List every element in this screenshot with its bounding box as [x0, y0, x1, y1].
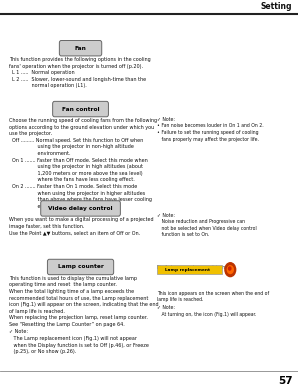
Text: Fan control: Fan control [62, 107, 99, 112]
FancyBboxPatch shape [47, 259, 114, 275]
Text: Fig.1  Lamp replacement icon: Fig.1 Lamp replacement icon [157, 265, 225, 270]
Text: Lamp replacement: Lamp replacement [166, 268, 211, 272]
Text: Setting: Setting [261, 2, 292, 11]
Text: Lamp counter: Lamp counter [58, 265, 104, 270]
Text: 57: 57 [278, 376, 292, 386]
Text: Choose the running speed of cooling fans from the following
options according to: Choose the running speed of cooling fans… [9, 118, 157, 209]
Circle shape [227, 266, 233, 274]
Text: This function is used to display the cumulative lamp
operating time and reset  t: This function is used to display the cum… [9, 276, 159, 327]
Text: This icon appears on the screen when the end of
lamp life is reached.: This icon appears on the screen when the… [157, 291, 269, 303]
Text: This function provides the following options in the cooling
fans' operation when: This function provides the following opt… [9, 57, 151, 88]
Text: ✓ Note:
   Noise reduction and Progressive can
   not be selected when Video del: ✓ Note: Noise reduction and Progressive … [157, 213, 256, 237]
Circle shape [225, 263, 236, 277]
FancyBboxPatch shape [157, 265, 222, 274]
FancyBboxPatch shape [59, 40, 102, 56]
Text: When you want to make a digital processing of a projected
image faster, set this: When you want to make a digital processi… [9, 217, 154, 235]
Text: ✓ Note:
   The Lamp replacement icon (Fig.1) will not appear
   when the Display: ✓ Note: The Lamp replacement icon (Fig.1… [9, 329, 149, 354]
FancyBboxPatch shape [53, 101, 108, 117]
Text: Video delay control: Video delay control [48, 206, 113, 211]
Text: ✓ Note:
   At turning on, the icon (Fig.1) will appear.: ✓ Note: At turning on, the icon (Fig.1) … [157, 305, 256, 317]
Text: Fan: Fan [75, 46, 86, 51]
Text: ✓ Note:
• Fan noise becomes louder in On 1 and On 2.
• Failure to set the runnin: ✓ Note: • Fan noise becomes louder in On… [157, 117, 263, 142]
FancyBboxPatch shape [41, 201, 120, 216]
Circle shape [229, 267, 231, 270]
